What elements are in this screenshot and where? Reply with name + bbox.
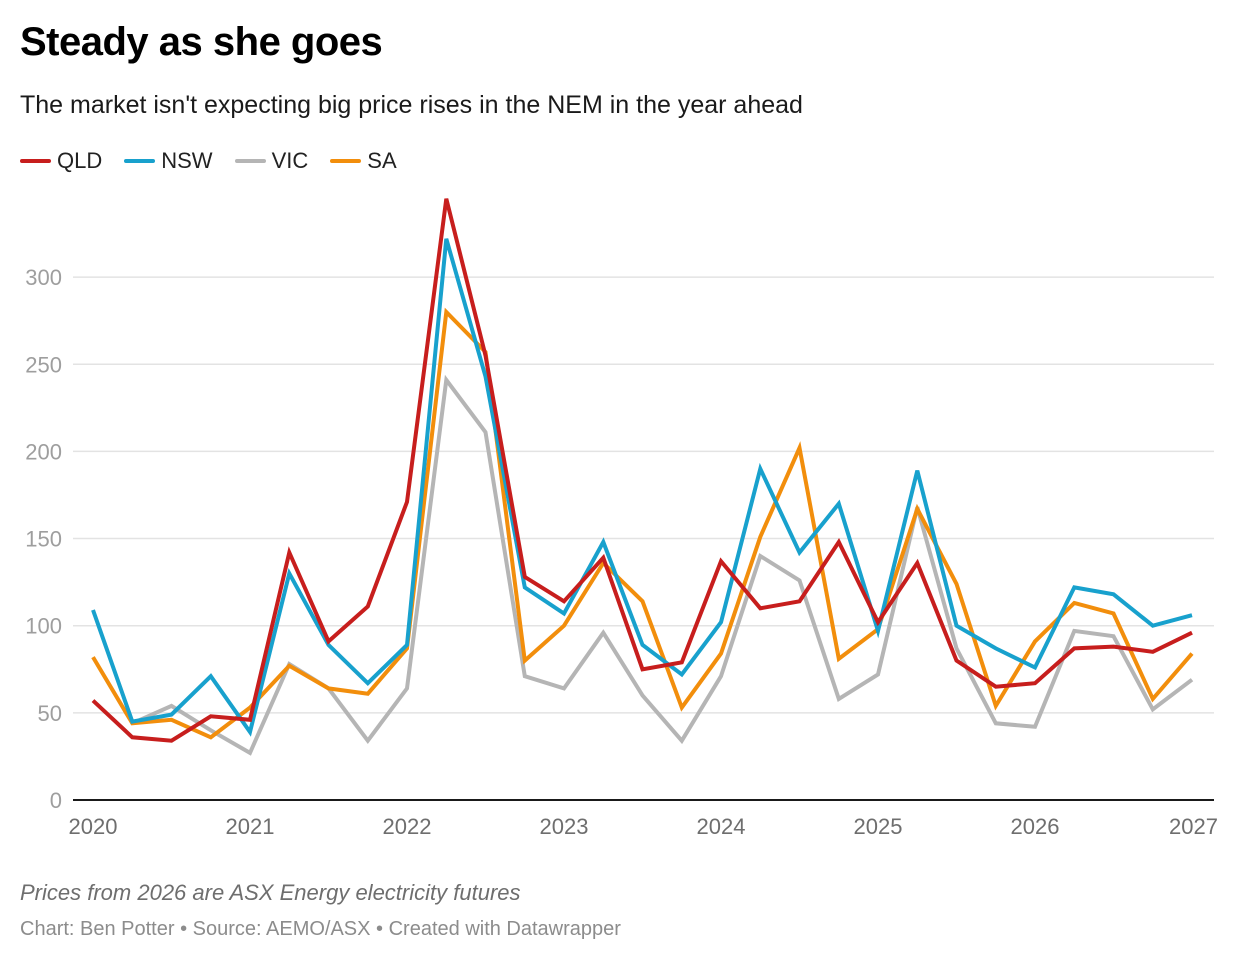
series-line-qld [91, 198, 1193, 743]
y-tick-label: 150 [25, 527, 62, 552]
legend-swatch-sa [330, 159, 362, 163]
gridlines [73, 276, 1214, 714]
y-tick-label: 100 [25, 614, 62, 639]
series-line-sa [91, 307, 1194, 740]
x-tick-label: 2021 [226, 814, 275, 839]
legend-item-nsw: NSW [124, 148, 213, 174]
legend-label-nsw: NSW [161, 148, 213, 173]
x-tick-label: 2024 [697, 814, 746, 839]
chart-title: Steady as she goes [20, 20, 383, 64]
legend-item-qld: QLD [20, 148, 102, 174]
x-tick-label: 2022 [383, 814, 432, 839]
y-tick-label: 50 [38, 701, 62, 726]
legend-swatch-nsw [124, 159, 156, 163]
y-tick-label: 200 [25, 439, 62, 464]
series-lines [91, 198, 1194, 756]
legend-swatch-vic [234, 159, 266, 163]
x-tick-label: 2023 [540, 814, 589, 839]
x-tick-label: 2027 [1169, 814, 1218, 839]
legend-label-qld: QLD [57, 148, 103, 173]
x-tick-label: 2020 [69, 814, 118, 839]
x-tick-label: 2025 [854, 814, 903, 839]
legend-label-sa: SA [367, 148, 397, 173]
series-line-nsw [91, 238, 1193, 737]
legend-item-sa: SA [330, 148, 397, 174]
chart-subtitle: The market isn't expecting big price ris… [20, 91, 803, 119]
y-tick-label: 250 [25, 352, 62, 377]
y-tick-label: 300 [25, 265, 62, 290]
series-line-vic [131, 374, 1194, 756]
x-tick-label: 2026 [1011, 814, 1060, 839]
legend: QLD NSW VIC SA [20, 148, 419, 174]
y-tick-label: 0 [50, 788, 62, 813]
y-axis-ticks: 0 50 100 150 200 250 300 [25, 265, 62, 813]
x-axis-ticks: 2020 2021 2022 2023 2024 2025 2026 2027 [69, 814, 1218, 839]
legend-label-vic: VIC [271, 148, 309, 173]
legend-item-vic: VIC [234, 148, 309, 174]
legend-swatch-qld [20, 159, 51, 163]
chart-note: Prices from 2026 are ASX Energy electric… [20, 880, 521, 905]
chart-source: Chart: Ben Potter • Source: AEMO/ASX • C… [20, 918, 621, 940]
